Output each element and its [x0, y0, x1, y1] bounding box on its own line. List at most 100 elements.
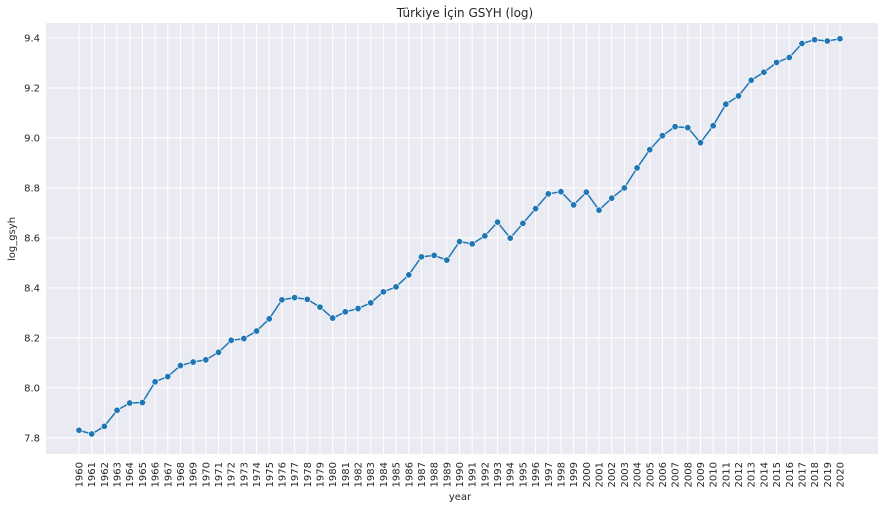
- x-tick-label: 1983: [366, 462, 377, 487]
- data-point: [100, 422, 108, 430]
- x-tick-label: 1971: [214, 462, 225, 487]
- data-point: [189, 358, 197, 366]
- x-tick-label: 1986: [404, 462, 415, 487]
- data-point: [836, 35, 844, 43]
- y-tick-label: 8.0: [24, 383, 40, 394]
- x-tick-label: 2004: [633, 462, 644, 487]
- x-axis-label: year: [449, 492, 472, 503]
- x-tick-label: 1993: [493, 462, 504, 487]
- data-point: [405, 271, 413, 279]
- data-point: [608, 194, 616, 202]
- x-tick-label: 1994: [506, 462, 517, 487]
- data-point: [684, 124, 692, 132]
- x-tick-label: 2013: [747, 462, 758, 487]
- y-tick-label: 8.2: [24, 333, 40, 344]
- data-point: [735, 92, 743, 100]
- x-tick-label: 2012: [734, 462, 745, 487]
- y-tick-label: 7.8: [24, 433, 40, 444]
- x-tick-label: 1961: [87, 462, 98, 487]
- data-point: [240, 335, 248, 343]
- x-tick-label: 2019: [823, 462, 834, 487]
- data-point: [126, 399, 134, 407]
- data-point: [379, 288, 387, 296]
- x-tick-labels: 1960 1961 1962 1963 1964 1965 1966 1967 1968 1969…: [75, 462, 847, 487]
- data-point: [151, 378, 159, 386]
- data-point: [329, 314, 337, 322]
- data-point: [455, 238, 463, 246]
- data-point: [785, 53, 793, 61]
- data-point: [164, 373, 172, 381]
- data-point: [582, 188, 590, 196]
- x-tick-label: 1975: [265, 462, 276, 487]
- x-tick-label: 1966: [151, 462, 162, 487]
- data-point: [215, 348, 223, 356]
- data-point: [417, 253, 425, 261]
- data-point: [620, 184, 628, 192]
- y-tick-label: 8.4: [24, 283, 40, 294]
- x-tick-label: 1990: [455, 462, 466, 487]
- data-point: [278, 296, 286, 304]
- x-tick-label: 1973: [239, 462, 250, 487]
- data-point: [341, 308, 349, 316]
- x-tick-label: 1996: [531, 462, 542, 487]
- x-tick-label: 1982: [354, 462, 365, 487]
- data-point: [823, 37, 831, 45]
- x-tick-label: 2003: [620, 462, 631, 487]
- x-tick-label: 1962: [100, 462, 111, 487]
- data-point: [88, 430, 96, 438]
- data-point: [811, 36, 819, 44]
- x-tick-label: 1980: [328, 462, 339, 487]
- data-point: [773, 58, 781, 66]
- data-point: [253, 327, 261, 335]
- data-point: [696, 139, 704, 147]
- x-tick-label: 1978: [303, 462, 314, 487]
- x-tick-label: 1965: [138, 462, 149, 487]
- x-tick-label: 2005: [645, 462, 656, 487]
- y-tick-label: 8.8: [24, 183, 40, 194]
- data-point: [633, 164, 641, 172]
- data-point: [430, 251, 438, 259]
- data-point: [722, 100, 730, 108]
- x-tick-label: 1998: [556, 462, 567, 487]
- x-tick-label: 2010: [709, 462, 720, 487]
- x-tick-label: 1987: [417, 462, 428, 487]
- x-tick-label: 1989: [442, 462, 453, 487]
- x-tick-label: 2017: [797, 462, 808, 487]
- x-tick-label: 1970: [201, 462, 212, 487]
- data-point: [595, 206, 603, 214]
- x-tick-label: 2000: [582, 462, 593, 487]
- data-point: [646, 146, 654, 154]
- x-tick-label: 2001: [595, 462, 606, 487]
- x-tick-label: 1997: [544, 462, 555, 487]
- x-tick-label: 2014: [759, 462, 770, 487]
- data-point: [798, 39, 806, 47]
- x-tick-label: 1991: [468, 462, 479, 487]
- x-tick-label: 1981: [341, 462, 352, 487]
- data-point: [202, 356, 210, 364]
- data-point: [291, 294, 299, 302]
- x-tick-label: 1999: [569, 462, 580, 487]
- data-point: [494, 218, 502, 226]
- y-tick-labels: 7.8 8.0 8.2 8.4 8.6 8.8 9.0 9.2 9.4: [24, 33, 40, 444]
- x-tick-label: 1995: [518, 462, 529, 487]
- y-tick-label: 9.2: [24, 83, 40, 94]
- y-tick-label: 8.6: [24, 233, 40, 244]
- x-tick-label: 2009: [696, 462, 707, 487]
- data-point: [532, 205, 540, 213]
- x-tick-label: 2015: [772, 462, 783, 487]
- x-tick-label: 1976: [277, 462, 288, 487]
- x-tick-label: 2018: [810, 462, 821, 487]
- x-tick-label: 1979: [315, 462, 326, 487]
- data-point: [557, 188, 565, 196]
- x-tick-label: 2016: [785, 462, 796, 487]
- data-point: [367, 299, 375, 307]
- data-point: [468, 240, 476, 248]
- x-tick-label: 1977: [290, 462, 301, 487]
- x-tick-label: 2007: [671, 462, 682, 487]
- data-point: [265, 315, 273, 323]
- x-tick-label: 1984: [379, 462, 390, 487]
- data-point: [506, 234, 514, 242]
- x-tick-label: 1964: [125, 462, 136, 487]
- x-tick-label: 1972: [227, 462, 238, 487]
- data-point: [544, 190, 552, 198]
